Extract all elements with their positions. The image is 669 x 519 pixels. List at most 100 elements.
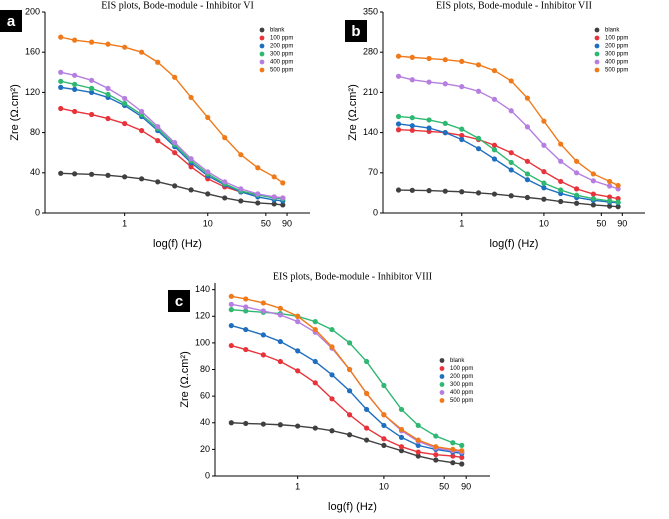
panel-label-box [345, 20, 367, 42]
data-point [395, 121, 402, 127]
y-tick-label: 280 [363, 47, 378, 57]
data-point [426, 117, 432, 123]
data-point [524, 158, 531, 164]
data-point [459, 84, 465, 90]
data-point [312, 380, 318, 386]
legend-marker [594, 59, 600, 65]
data-point [363, 358, 370, 365]
data-point [450, 460, 456, 466]
chart-title: EIS plots, Bode-module - Inhibitor VII [436, 0, 592, 11]
y-tick-label: 0 [373, 207, 378, 217]
data-point [72, 86, 78, 92]
x-tick-label: 90 [282, 218, 292, 228]
y-tick-label: 200 [25, 6, 40, 16]
data-point [58, 78, 64, 84]
y-axis-label: Zre (Ω.cm²) [9, 84, 21, 141]
data-point [172, 150, 178, 156]
data-point [295, 313, 301, 319]
data-point [122, 174, 128, 180]
data-point [105, 41, 111, 47]
data-point [459, 189, 465, 195]
data-point [426, 79, 432, 85]
legend-marker [259, 43, 265, 49]
data-point [491, 156, 498, 162]
legend-label: 500 ppm [605, 68, 628, 74]
data-point [88, 77, 95, 83]
data-point [475, 62, 482, 68]
data-point [122, 120, 128, 127]
legend-marker [594, 67, 600, 73]
data-point [172, 183, 178, 189]
legend-label: 500 ppm [450, 398, 473, 404]
chart-title: EIS plots, Bode-module - Inhibitor VI [101, 0, 254, 11]
data-point [475, 88, 482, 94]
data-point [329, 326, 335, 333]
legend-label: 400 ppm [450, 390, 473, 396]
data-point [58, 105, 64, 112]
y-tick-label: 80 [200, 364, 210, 374]
data-point [88, 39, 95, 45]
data-point [88, 89, 95, 95]
data-point [606, 183, 613, 189]
data-point [243, 346, 249, 353]
data-point [155, 179, 161, 185]
legend-marker [259, 35, 265, 41]
legend-label: 200 ppm [605, 44, 628, 50]
panel-label: b [351, 23, 360, 40]
data-point [508, 167, 514, 173]
legend-label: 100 ppm [270, 36, 293, 42]
legend-marker [594, 35, 600, 41]
y-tick-label: 210 [363, 87, 378, 97]
legend-label: 200 ppm [270, 44, 293, 50]
data-point [395, 73, 402, 79]
x-axis-label: log(f) (Hz) [153, 238, 202, 250]
y-tick-label: 0 [205, 470, 210, 480]
data-point [155, 138, 161, 144]
legend-marker [594, 51, 600, 57]
data-point [459, 454, 465, 460]
data-point [222, 135, 228, 141]
data-point [475, 190, 482, 196]
data-point [524, 194, 531, 201]
x-tick-label: 90 [617, 218, 627, 228]
data-point [541, 196, 547, 202]
data-point [524, 95, 531, 101]
y-tick-label: 40 [200, 417, 210, 427]
data-point [295, 423, 301, 429]
data-point [228, 322, 234, 329]
data-point [590, 191, 596, 197]
data-point [105, 172, 111, 178]
data-point [243, 420, 249, 427]
data-point [271, 194, 277, 200]
legend-marker [439, 358, 445, 363]
data-point [459, 136, 465, 143]
data-point [459, 126, 465, 132]
y-axis-label: Zre (Ω.cm²) [179, 351, 191, 408]
data-point [188, 187, 194, 193]
data-point [280, 180, 286, 186]
data-point [409, 187, 415, 193]
data-point [243, 296, 249, 302]
data-point [260, 332, 266, 338]
data-point [409, 77, 415, 83]
data-point [122, 100, 128, 107]
data-point [346, 340, 353, 346]
data-point [398, 448, 405, 454]
y-tick-label: 100 [195, 337, 210, 347]
data-point [415, 437, 421, 443]
legend-label: 300 ppm [605, 52, 628, 58]
data-point [508, 78, 514, 84]
data-point [329, 396, 335, 402]
data-point [615, 199, 621, 205]
data-point [58, 69, 64, 75]
data-point [433, 457, 439, 463]
y-tick-label: 80 [30, 127, 40, 137]
data-point [590, 202, 596, 208]
y-tick-label: 160 [25, 47, 40, 57]
data-point [88, 171, 95, 177]
data-point [442, 120, 448, 127]
data-point [329, 372, 335, 378]
data-point [205, 114, 211, 121]
data-point [255, 191, 261, 197]
